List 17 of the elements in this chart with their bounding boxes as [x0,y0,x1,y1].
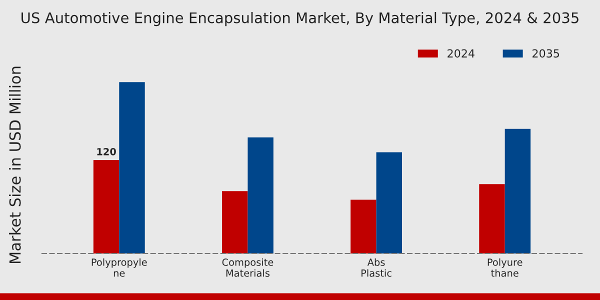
x-tick-label: Polyure thane [488,258,522,277]
y-axis-title: Market Size in USD Million [9,66,21,264]
x-tick-label: Polypropyle ne [92,258,147,277]
legend-label: 2024 [448,49,474,58]
bar [376,152,402,254]
x-tick-label: Composite Materials [222,258,274,277]
x-tick-label: Abs Plastic [362,258,392,277]
bar [479,184,505,254]
data-label: 120 [97,148,116,156]
bar [119,82,145,254]
bar [222,191,248,254]
bar [248,137,274,254]
bar [504,128,531,254]
bar [93,160,120,254]
legend-label: 2035 [532,49,560,58]
bar [350,200,376,254]
chart-title: US Automotive Engine Encapsulation Market, By Material Type, 2024 & 2035 [22,12,578,26]
